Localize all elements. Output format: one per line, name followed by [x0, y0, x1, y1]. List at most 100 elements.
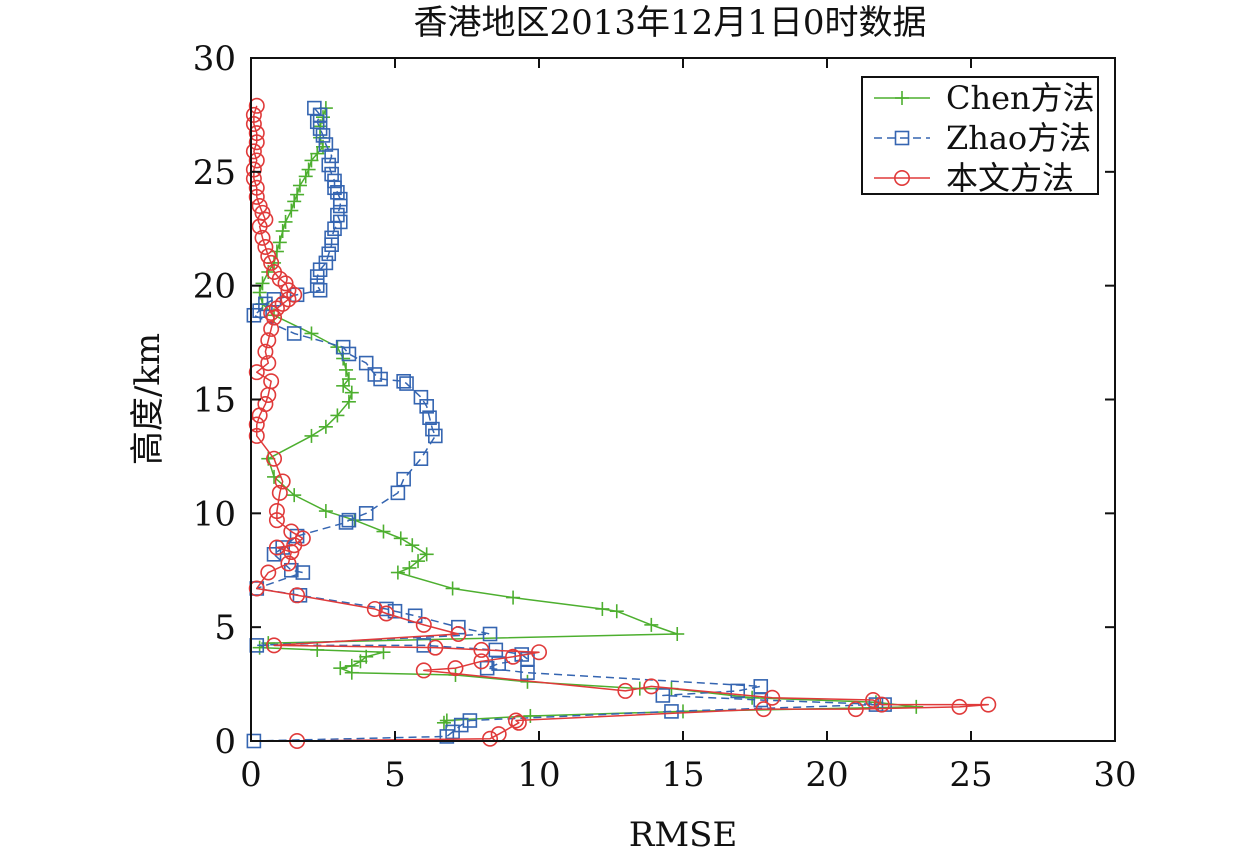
plus-series-point — [745, 690, 760, 705]
plus-series-point — [318, 419, 333, 434]
plus-series-point — [336, 378, 351, 393]
plus-legend-point — [895, 91, 909, 105]
square-legend-point — [894, 130, 910, 146]
circle-series-point — [248, 97, 265, 114]
circle-series-point — [263, 304, 280, 321]
circle-series-point — [266, 450, 283, 467]
circle-series-point — [260, 564, 277, 581]
plus-series-point — [393, 531, 408, 546]
plus-series-point — [644, 617, 659, 632]
square-series-point — [399, 376, 414, 391]
y-tick-label: 20 — [193, 267, 236, 307]
circle-series-point — [289, 587, 306, 604]
circle-series-point — [245, 106, 262, 123]
circle-series-point — [271, 484, 288, 501]
x-tick-label: 5 — [384, 755, 406, 795]
y-tick-label: 25 — [193, 153, 236, 193]
square-series-point — [730, 683, 746, 699]
plus-series-point — [609, 604, 624, 619]
circle-series-point — [251, 407, 268, 424]
plus-series-point — [284, 203, 299, 218]
legend-label: 本文方法 — [946, 159, 1074, 197]
square-series-point — [324, 148, 339, 164]
plus-series-point — [344, 665, 359, 680]
square-series-point — [315, 128, 331, 143]
plus-series-point — [278, 214, 293, 229]
plus-series-point — [376, 524, 391, 539]
plus-series-point — [287, 194, 302, 209]
circle-series-point — [254, 229, 271, 246]
square-series-point — [341, 512, 357, 528]
square-series-point — [373, 371, 388, 387]
square-series-point — [462, 713, 478, 728]
plus-series-point — [419, 547, 434, 562]
y-axis: 0 5 10 15 20 25 30 — [193, 39, 1115, 762]
plus-series-point — [292, 178, 307, 193]
y-tick-label: 0 — [214, 722, 236, 762]
plus-series-point — [670, 626, 685, 641]
circle-series-point — [507, 712, 524, 729]
plus-series-point — [269, 244, 284, 259]
square-series-point — [309, 278, 325, 293]
circle-series-point — [257, 238, 274, 255]
plus-series-point — [255, 276, 270, 291]
circle-series-point — [260, 355, 277, 372]
plus-series-point — [339, 362, 354, 377]
square-series-point — [295, 565, 311, 580]
plus-series-point — [353, 654, 368, 669]
plus-series-point — [506, 590, 521, 605]
circle-series-point — [257, 343, 274, 360]
circle-series-point — [951, 698, 968, 715]
circle-series-point — [447, 660, 464, 677]
circle-series-point — [980, 696, 997, 713]
legend-item: Zhao方法 — [874, 119, 1091, 157]
x-tick-label: 15 — [661, 755, 704, 795]
circle-series-point — [274, 295, 291, 312]
circle-series-point — [473, 653, 490, 670]
square-series-point — [753, 692, 769, 708]
circle-series-point — [266, 309, 283, 326]
y-tick-label: 5 — [214, 608, 236, 648]
circle-series-point — [415, 616, 432, 633]
circle-series-point — [260, 386, 277, 403]
plus-series-point — [333, 661, 348, 676]
square-series-point — [413, 451, 429, 466]
square-series-point — [439, 729, 455, 744]
circle-series-point — [280, 555, 297, 572]
legend-item: 本文方法 — [874, 159, 1074, 197]
circle-series-point — [378, 605, 395, 622]
circle-series-point — [530, 644, 547, 661]
legend-label: Zhao方法 — [946, 119, 1091, 157]
plus-series-point — [290, 187, 305, 202]
plus-series-point — [267, 469, 282, 484]
plus-series-point — [304, 326, 319, 341]
circle-series-point — [482, 730, 499, 747]
square-series-point — [664, 704, 679, 719]
circle-series-point — [617, 682, 634, 699]
plus-series-point — [330, 408, 345, 423]
circle-series-point — [277, 275, 294, 292]
circle-series-point — [764, 689, 781, 706]
plus-series-point — [310, 146, 325, 161]
square-series-point — [419, 399, 434, 414]
circle-series-point — [248, 364, 265, 381]
circle-series-point — [248, 179, 265, 196]
circle-series-point — [847, 701, 864, 718]
square-series-point — [312, 282, 328, 298]
plus-series-point — [287, 488, 302, 503]
plus-series-point — [272, 235, 287, 250]
square-series-point — [358, 506, 374, 521]
x-tick-label: 10 — [517, 755, 560, 795]
x-tick-label: 25 — [949, 755, 992, 795]
plus-series-point — [318, 504, 333, 519]
plus-series-point — [445, 581, 460, 596]
plus-series-point — [436, 715, 451, 730]
square-series-point — [338, 515, 354, 530]
plus-series-point — [402, 560, 417, 575]
plus-series-point — [304, 428, 319, 443]
square-series-point — [387, 603, 403, 619]
legend-label: Chen方法 — [946, 79, 1095, 117]
circle-series-point — [283, 544, 300, 561]
